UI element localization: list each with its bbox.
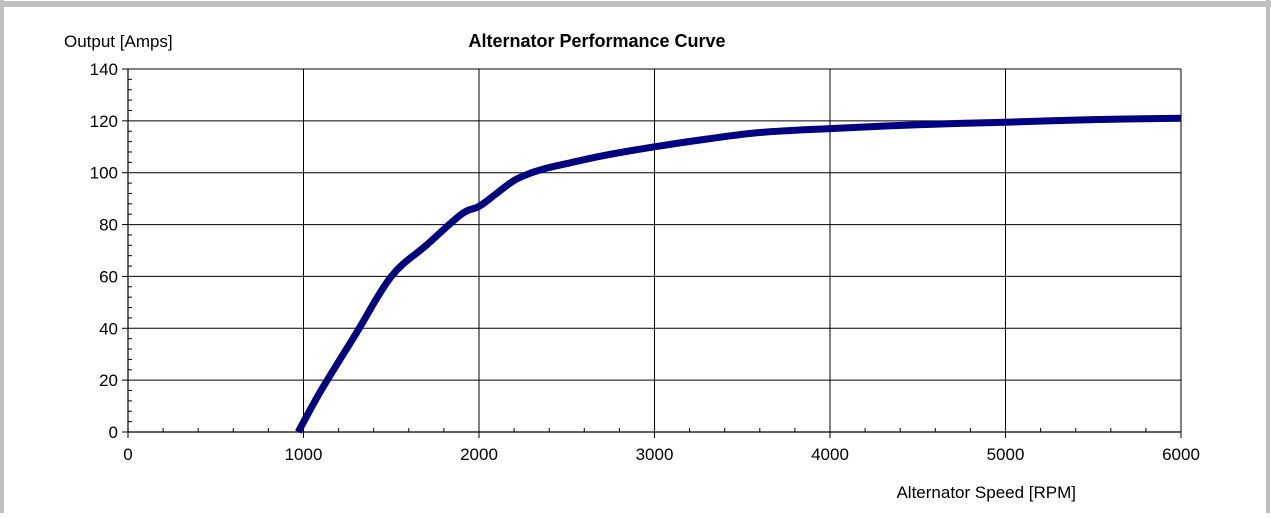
data-point-2200 [511, 177, 517, 183]
data-point-2300 [529, 170, 535, 176]
data-point-2400 [546, 165, 552, 171]
data-point-6000 [1178, 115, 1184, 121]
x-tick-label-3000: 3000 [636, 445, 674, 464]
x-tick-label-6000: 6000 [1162, 445, 1200, 464]
y-tick-label-120: 120 [90, 112, 118, 131]
data-point-3300 [704, 136, 710, 142]
data-point-5500 [1090, 117, 1096, 123]
y-tick-label-40: 40 [99, 319, 118, 338]
data-point-2100 [494, 190, 500, 196]
data-point-970 [295, 429, 301, 435]
y-tick-label-0: 0 [109, 423, 118, 442]
data-point-4000 [827, 126, 833, 132]
x-axis-label: Alternator Speed [RPM] [896, 483, 1076, 502]
y-axis-label: Output [Amps] [64, 32, 173, 51]
y-tick-label-60: 60 [99, 267, 118, 286]
y-tick-label-140: 140 [90, 60, 118, 79]
x-tick-label-5000: 5000 [987, 445, 1025, 464]
data-point-4500 [915, 122, 921, 128]
data-point-1500 [388, 273, 394, 279]
y-tick-label-20: 20 [99, 371, 118, 390]
grid [128, 68, 1182, 432]
data-point-3000 [652, 144, 658, 150]
y-tick-label-80: 80 [99, 216, 118, 235]
x-tick-label-0: 0 [123, 445, 132, 464]
series-layer [295, 114, 1184, 435]
x-tick-label-2000: 2000 [460, 445, 498, 464]
y-tick-label-100: 100 [90, 164, 118, 183]
series-line-0 [295, 114, 1182, 434]
data-point-1300 [353, 330, 359, 336]
data-point-2500 [564, 161, 570, 167]
axes [122, 68, 1182, 438]
data-point-3600 [757, 130, 763, 136]
data-point-2700 [599, 153, 605, 159]
data-point-1900 [458, 211, 464, 217]
data-point-2000 [476, 203, 482, 209]
x-tick-label-4000: 4000 [811, 445, 849, 464]
tick-labels: 0 20 40 60 80 100 120 140 0 1000 2000 3000 4000 5000 6… [90, 60, 1200, 464]
data-point-1700 [423, 242, 429, 248]
x-tick-label-1000: 1000 [285, 445, 323, 464]
chart-title: Alternator Performance Curve [468, 31, 725, 51]
data-point-5000 [1003, 119, 1009, 125]
data-point-1100 [318, 388, 324, 394]
